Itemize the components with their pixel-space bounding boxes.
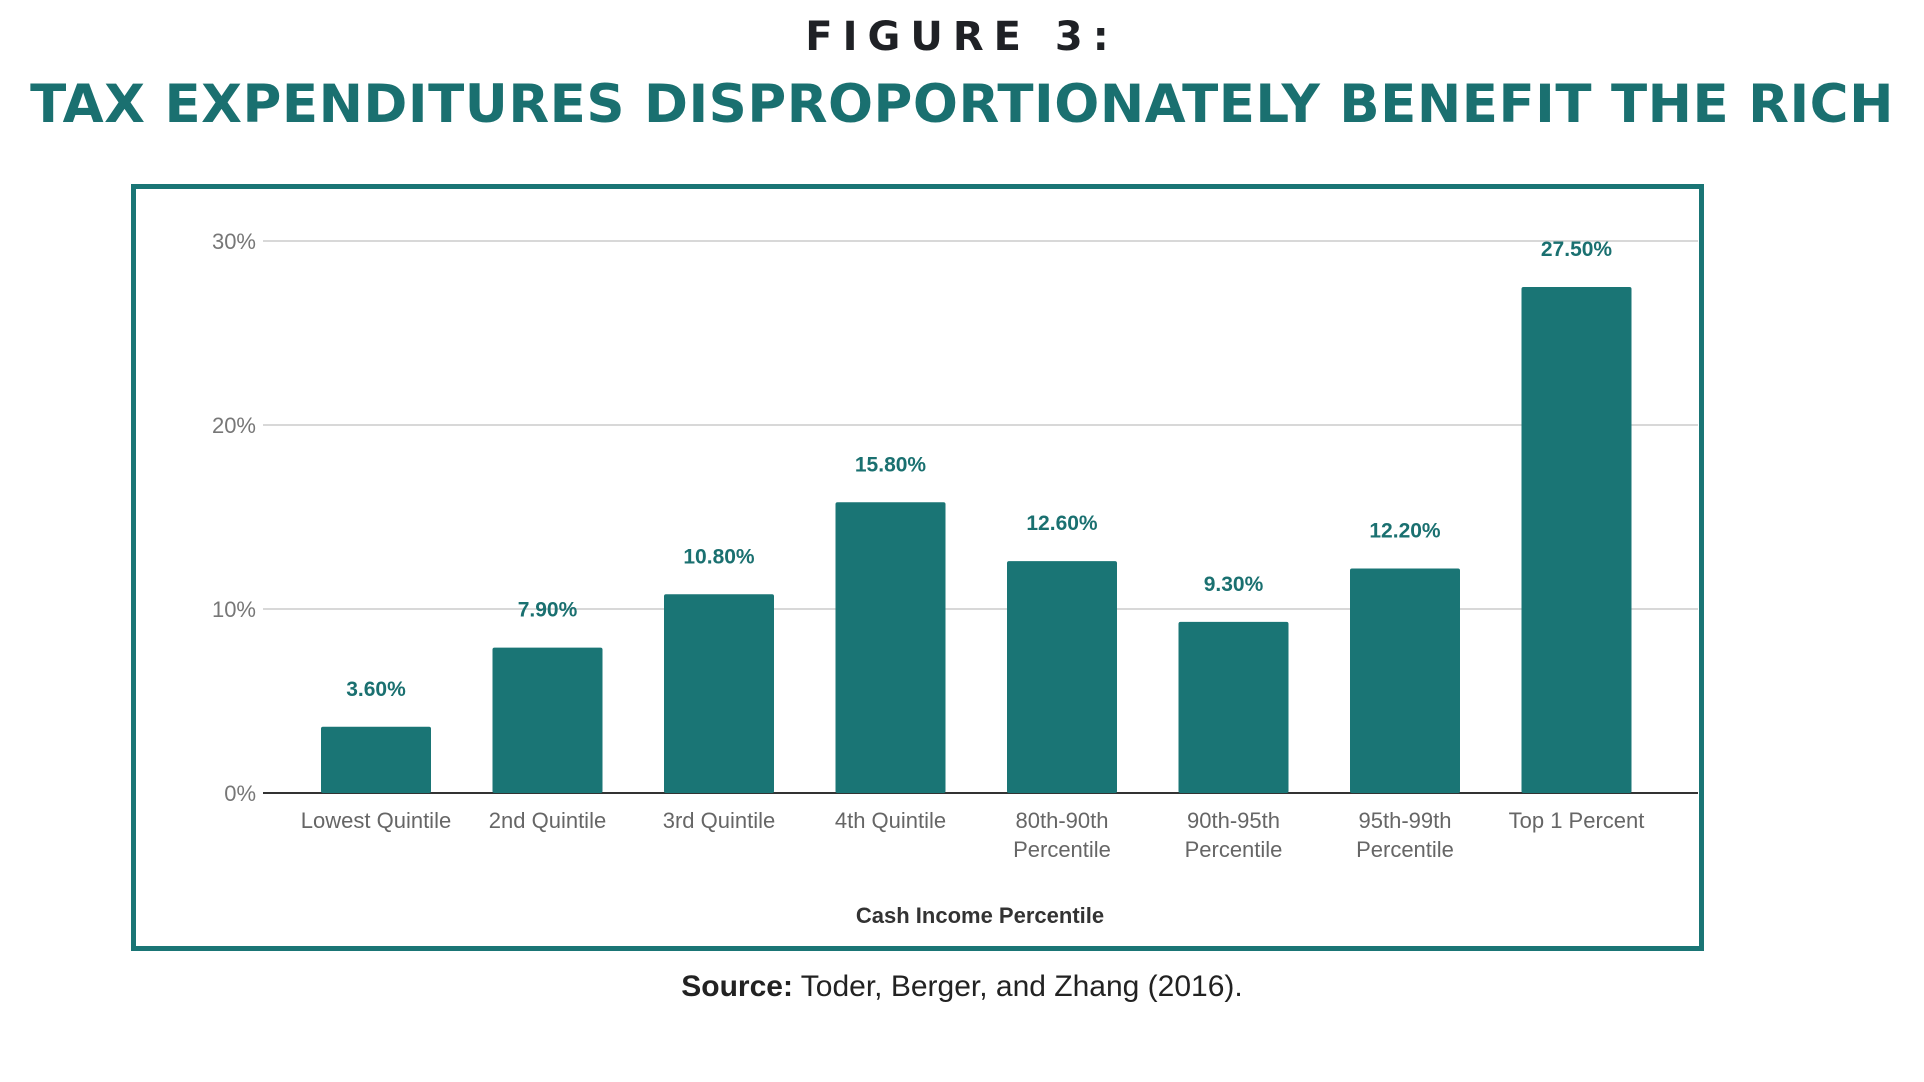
figure-label: FIGURE 3: xyxy=(805,14,1119,60)
bar xyxy=(1350,568,1460,793)
x-tick-label-line: Percentile xyxy=(1013,837,1111,862)
x-tick-label: 80th-90th Percentile xyxy=(1013,808,1111,862)
x-tick-label-line: 95th-99th xyxy=(1359,808,1452,833)
x-tick-label: 3rd Quintile xyxy=(663,808,776,833)
y-tick-label: 10% xyxy=(212,597,256,622)
bar xyxy=(1007,561,1117,793)
x-tick-label-line: 80th-90th xyxy=(1016,808,1109,833)
x-tick-label-line: 90th-95th xyxy=(1187,808,1280,833)
x-tick-label-line: 2nd Quintile xyxy=(489,808,606,833)
x-tick-label-line: 3rd Quintile xyxy=(663,808,776,833)
data-label: 3.60% xyxy=(346,678,406,701)
chart-frame: 0% 10% 20% 30% 3.60% Lowest Quintile 7.90% 2nd … xyxy=(131,184,1704,951)
data-label: 27.50% xyxy=(1541,238,1613,261)
x-tick-label-line: 4th Quintile xyxy=(835,808,946,833)
y-tick-label: 30% xyxy=(212,229,256,254)
bar xyxy=(835,502,946,793)
bar-chart: 0% 10% 20% 30% 3.60% Lowest Quintile 7.90% 2nd … xyxy=(212,229,1698,928)
bar xyxy=(664,594,774,793)
x-axis-title: Cash Income Percentile xyxy=(856,903,1104,928)
x-tick-label-line: Top 1 Percent xyxy=(1509,808,1645,833)
x-tick-label: 4th Quintile xyxy=(835,808,946,833)
x-tick-label: 95th-99th Percentile xyxy=(1356,808,1454,862)
data-label: 12.20% xyxy=(1369,520,1441,543)
source-note: Source: Toder, Berger, and Zhang (2016). xyxy=(0,970,1924,1004)
bar xyxy=(1178,621,1289,793)
data-label: 12.60% xyxy=(1026,512,1098,535)
x-tick-label: Lowest Quintile xyxy=(301,808,451,833)
data-label: 9.30% xyxy=(1204,573,1264,596)
bar xyxy=(492,647,603,793)
source-label: Source: xyxy=(681,970,793,1003)
data-label: 7.90% xyxy=(518,599,578,622)
x-tick-label: 2nd Quintile xyxy=(489,808,606,833)
data-label: 10.80% xyxy=(683,545,755,568)
x-tick-label-line: Percentile xyxy=(1356,837,1454,862)
data-label: 15.80% xyxy=(855,453,927,476)
x-tick-label: 90th-95th Percentile xyxy=(1185,808,1283,862)
y-tick-label: 0% xyxy=(224,781,256,806)
y-tick-label: 20% xyxy=(212,413,256,438)
chart-title: TAX EXPENDITURES DISPROPORTIONATELY BENE… xyxy=(30,74,1894,135)
x-tick-label: Top 1 Percent xyxy=(1509,808,1645,833)
bar xyxy=(321,726,431,793)
x-tick-label-line: Percentile xyxy=(1185,837,1283,862)
x-tick-label-line: Lowest Quintile xyxy=(301,808,451,833)
source-text: Toder, Berger, and Zhang (2016). xyxy=(792,970,1243,1003)
bar xyxy=(1521,287,1632,793)
